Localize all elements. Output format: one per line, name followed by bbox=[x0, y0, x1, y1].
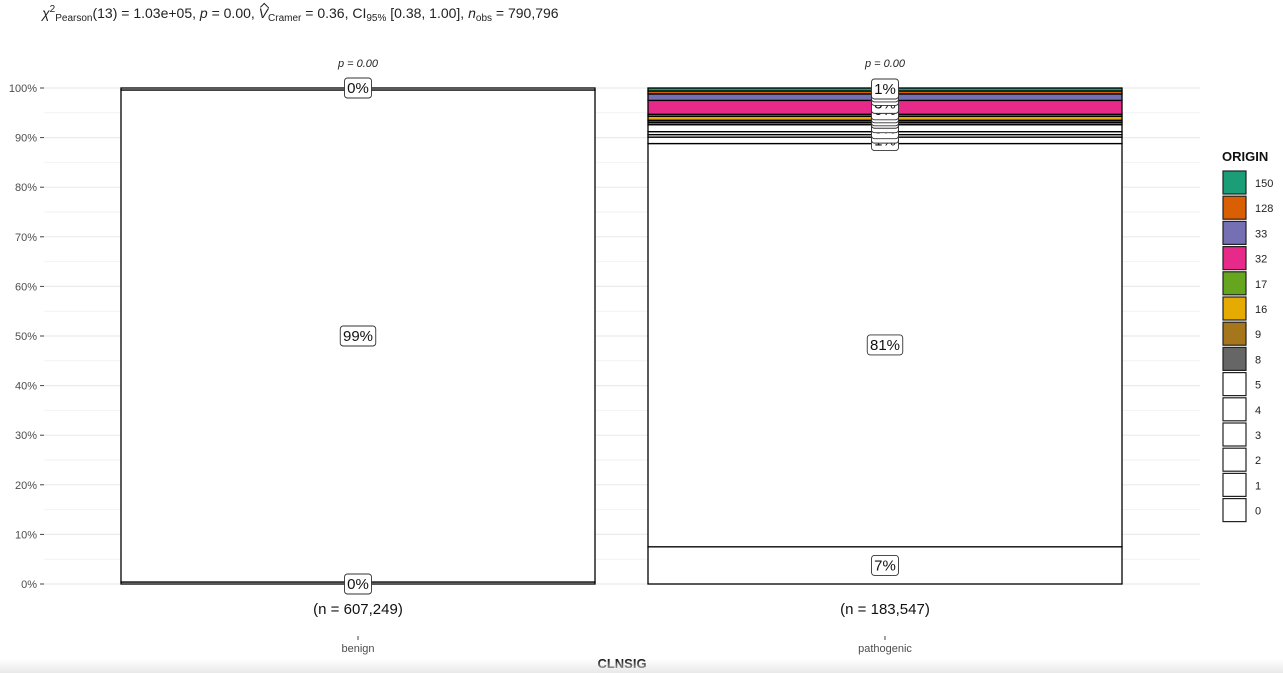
data-label-box bbox=[866, 334, 904, 356]
data-label-text: 1% bbox=[874, 81, 896, 98]
subtitle-v-sub: Cramer bbox=[268, 13, 302, 24]
data-label-text: 0% bbox=[347, 80, 369, 97]
subtitle-chi-sub: Pearson bbox=[55, 13, 93, 24]
legend-item-16: 16 bbox=[1222, 296, 1267, 321]
legend-item-9: 9 bbox=[1222, 321, 1261, 346]
data-label-box bbox=[339, 325, 377, 347]
y-tick-label: 90% bbox=[15, 133, 37, 145]
legend-item-5: 5 bbox=[1222, 372, 1261, 397]
legend-swatch bbox=[1222, 271, 1247, 296]
data-label-benign: 0% bbox=[344, 573, 372, 595]
subtitle-ci-sub: 95% bbox=[366, 13, 387, 24]
legend-item-1: 1 bbox=[1222, 472, 1261, 497]
subtitle-p-rest: = 0.00, bbox=[207, 5, 259, 21]
subtitle-p-symbol: p bbox=[199, 5, 208, 21]
n-count-label: (n = 607,249) bbox=[313, 601, 403, 618]
legend-swatch bbox=[1222, 170, 1247, 195]
legend-item-2: 2 bbox=[1222, 447, 1261, 472]
y-tick-label: 30% bbox=[15, 430, 37, 442]
subtitle-v-symbol: V bbox=[258, 5, 269, 21]
y-tick-label: 10% bbox=[15, 529, 37, 541]
y-tick-label: 40% bbox=[15, 381, 37, 393]
p-value-label: p = 0.00 bbox=[337, 58, 379, 70]
legend-label: 0 bbox=[1255, 506, 1261, 518]
subtitle-chi-symbol: χ bbox=[42, 5, 50, 21]
legend-item-8: 8 bbox=[1222, 346, 1261, 371]
data-label-box bbox=[871, 78, 899, 100]
legend-label: 32 bbox=[1255, 254, 1267, 266]
y-tick-label: 70% bbox=[15, 232, 37, 244]
y-axis: 0% 10% 20% 30% 40% 50% 60% 70% 80% 90% 100% bbox=[9, 83, 44, 591]
chart-subtitle: χ2Pearson(13) = 1.03e+05, p = 0.00, VCra… bbox=[42, 4, 559, 24]
legend-item-0: 0 bbox=[1222, 498, 1261, 523]
legend-item-32: 32 bbox=[1222, 246, 1267, 271]
legend-swatch bbox=[1222, 422, 1247, 447]
data-label-box bbox=[871, 554, 899, 576]
legend-swatch bbox=[1222, 321, 1247, 346]
x-tick-label: pathogenic bbox=[858, 643, 912, 655]
legend-label: 33 bbox=[1255, 228, 1267, 240]
legend-label: 9 bbox=[1255, 329, 1261, 341]
y-tick-label: 20% bbox=[15, 480, 37, 492]
legend-swatch bbox=[1222, 296, 1247, 321]
legend-item-33: 33 bbox=[1222, 220, 1267, 245]
legend-label: 17 bbox=[1255, 279, 1267, 291]
data-label-benign: 99% bbox=[339, 325, 377, 347]
data-label-text: 0% bbox=[347, 576, 369, 593]
n-count-label: (n = 183,547) bbox=[840, 601, 930, 618]
legend-swatch bbox=[1222, 220, 1247, 245]
data-label-pathogenic: 7% bbox=[871, 554, 899, 576]
y-tick-label: 80% bbox=[15, 182, 37, 194]
subtitle-v-rest: = 0.36, CI bbox=[301, 5, 367, 21]
data-label-box bbox=[344, 573, 372, 595]
x-tick-label: benign bbox=[341, 643, 374, 655]
bottom-shade bbox=[0, 659, 1283, 673]
subtitle-n-sub: obs bbox=[475, 13, 493, 24]
legend-swatch bbox=[1222, 246, 1247, 271]
legend-swatch bbox=[1222, 346, 1247, 371]
data-label-benign: 0% bbox=[344, 77, 372, 99]
legend-item-150: 150 bbox=[1222, 170, 1273, 195]
legend-item-3: 3 bbox=[1222, 422, 1261, 447]
subtitle-n-rest: = 790,796 bbox=[492, 5, 559, 21]
subtitle-n-symbol: n bbox=[468, 5, 476, 21]
legend-label: 3 bbox=[1255, 430, 1261, 442]
legend-swatch bbox=[1222, 372, 1247, 397]
data-labels: 0%99%0%p = 0.007%81%1%0%0%1%0%0%1%0%3%2%… bbox=[337, 58, 906, 595]
y-tick-label: 50% bbox=[15, 331, 37, 343]
legend-label: 150 bbox=[1255, 178, 1273, 190]
data-label-text: 7% bbox=[874, 557, 896, 574]
legend-swatch bbox=[1222, 472, 1247, 497]
data-label-pathogenic: 81% bbox=[866, 334, 904, 356]
y-tick-label: 0% bbox=[21, 579, 37, 591]
p-value-label: p = 0.00 bbox=[864, 58, 906, 70]
legend-swatch bbox=[1222, 447, 1247, 472]
subtitle-ci-rest: [0.38, 1.00], bbox=[386, 5, 469, 21]
legend-item-4: 4 bbox=[1222, 397, 1261, 422]
data-label-box bbox=[344, 77, 372, 99]
legend-label: 5 bbox=[1255, 380, 1261, 392]
data-label-pathogenic: 1% bbox=[871, 78, 899, 100]
legend-title: ORIGIN bbox=[1222, 149, 1268, 164]
subtitle-chi-rest: (13) = 1.03e+05, bbox=[92, 5, 200, 21]
subtitle-chi-sup: 2 bbox=[49, 4, 56, 15]
legend-swatch bbox=[1222, 397, 1247, 422]
legend-label: 4 bbox=[1255, 405, 1261, 417]
y-tick-label: 100% bbox=[9, 83, 37, 95]
legend-item-17: 17 bbox=[1222, 271, 1267, 296]
legend-label: 16 bbox=[1255, 304, 1267, 316]
legend-label: 8 bbox=[1255, 354, 1261, 366]
legend-label: 2 bbox=[1255, 455, 1261, 467]
legend-swatch bbox=[1222, 195, 1247, 220]
legend-item-128: 128 bbox=[1222, 195, 1273, 220]
data-label-text: 99% bbox=[343, 328, 373, 345]
data-label-text: 81% bbox=[870, 337, 900, 354]
y-tick-label: 60% bbox=[15, 281, 37, 293]
legend-swatch bbox=[1222, 498, 1247, 523]
legend-label: 128 bbox=[1255, 203, 1273, 215]
legend-label: 1 bbox=[1255, 480, 1261, 492]
